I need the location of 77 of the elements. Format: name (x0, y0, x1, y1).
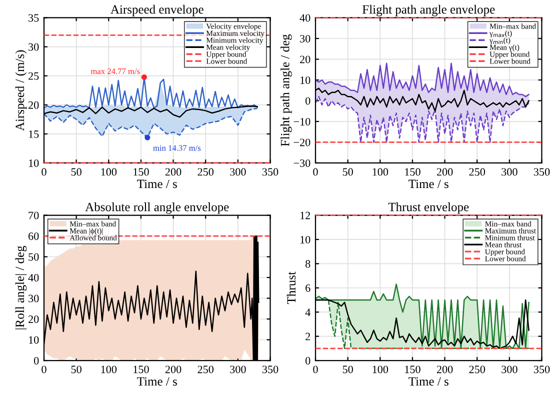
y-tick-label: 15 (29, 130, 39, 138)
x-axis-title: Time / s (408, 180, 448, 188)
y-tick-label: 12 (300, 212, 310, 220)
x-tick-label: 250 (469, 168, 486, 176)
y-tick-label: 30 (28, 43, 39, 51)
y-axis-title: |Roll angle| / deg (15, 246, 27, 330)
x-tick-label: 250 (198, 366, 214, 374)
line-series (316, 96, 530, 143)
x-tick-label: 150 (134, 168, 149, 176)
y-tick-label: 6 (306, 284, 310, 292)
x-tick-label: 150 (405, 366, 420, 374)
x-tick-label: 300 (230, 366, 246, 374)
x-tick-label: 150 (405, 168, 420, 176)
y-tick-label: 20 (28, 315, 39, 323)
x-tick-label: 50 (342, 168, 353, 176)
line-series (316, 62, 530, 98)
x-tick-label: 300 (502, 366, 518, 374)
x-tick-label: 150 (134, 366, 149, 374)
x-tick-label: 200 (165, 168, 182, 176)
y-tick-label: 60 (28, 232, 39, 240)
x-tick-label: 350 (534, 168, 550, 176)
x-tick-label: 350 (534, 366, 550, 374)
y-tick-label: 40 (300, 14, 310, 22)
x-axis-title: Time / s (137, 180, 177, 188)
x-tick-label: 300 (230, 168, 246, 176)
y-tick-label: 20 (28, 101, 39, 109)
x-tick-label: 0 (42, 366, 46, 374)
x-axis-title: Time / s (408, 377, 448, 386)
x-tick-label: 0 (313, 366, 318, 374)
y-tick-label: 20 (300, 56, 310, 64)
x-tick-label: 200 (436, 366, 453, 374)
y-tick-label: 0 (34, 356, 39, 364)
chart-title: Absolute roll angle envelope (85, 202, 229, 214)
x-tick-label: 100 (101, 366, 117, 374)
x-tick-label: 350 (262, 168, 278, 176)
y-axis-title: Thrust (286, 272, 296, 304)
chart-title: Flight path angle envelope (362, 4, 495, 16)
y-tick-label: 10 (29, 159, 39, 167)
y-tick-label: −20 (294, 138, 310, 146)
y-tick-label: 10 (29, 336, 39, 344)
x-tick-label: 50 (71, 168, 82, 176)
x-tick-label: 200 (165, 366, 182, 374)
annotation: max 24.77 m/s (90, 68, 140, 74)
y-tick-label: 35 (28, 14, 39, 22)
y-tick-label: 70 (28, 212, 39, 220)
x-axis-title: Time / s (137, 377, 177, 386)
y-tick-label: 0 (306, 356, 310, 364)
x-tick-label: 50 (71, 366, 82, 374)
y-tick-label: 10 (300, 236, 310, 244)
annotation: min 14.37 m/s (153, 145, 201, 151)
y-tick-label: 2 (306, 332, 310, 340)
y-tick-label: 40 (28, 274, 39, 282)
y-tick-label: 10 (300, 76, 310, 84)
y-tick-label: 50 (28, 253, 39, 261)
y-axis-title: Airspeed / (m/s) (15, 50, 27, 131)
chart-title: Airspeed envelope (110, 4, 204, 16)
y-axis-title: Flight path angle / deg (280, 34, 292, 146)
x-tick-label: 100 (372, 366, 388, 374)
y-tick-label: −10 (294, 118, 310, 126)
y-tick-label: 8 (306, 260, 310, 268)
y-tick-label: 30 (300, 34, 310, 42)
x-tick-label: 200 (436, 168, 453, 176)
x-tick-label: 100 (101, 168, 117, 176)
x-tick-label: 0 (313, 168, 318, 176)
x-tick-label: 300 (502, 168, 518, 176)
y-tick-label: 25 (28, 72, 39, 80)
y-tick-label: 4 (305, 308, 310, 316)
x-tick-label: 250 (469, 366, 486, 374)
x-tick-label: 50 (342, 366, 353, 374)
x-tick-label: 100 (372, 168, 388, 176)
y-tick-label: 30 (28, 294, 39, 302)
y-tick-label: −30 (294, 159, 310, 167)
x-tick-label: 350 (262, 366, 278, 374)
x-tick-label: 250 (198, 168, 214, 176)
x-tick-label: 0 (42, 168, 46, 176)
chart-title: Thrust envelope (388, 202, 469, 214)
y-tick-label: 0 (306, 97, 310, 105)
